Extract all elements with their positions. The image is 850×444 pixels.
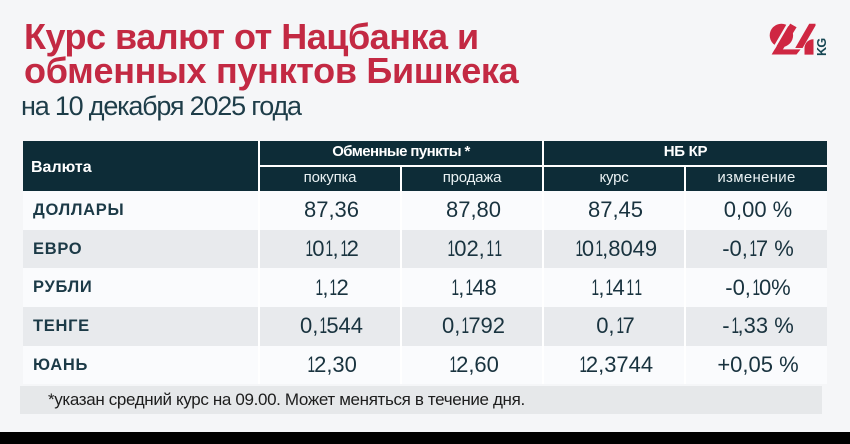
svg-text:KG: KG bbox=[815, 38, 829, 56]
